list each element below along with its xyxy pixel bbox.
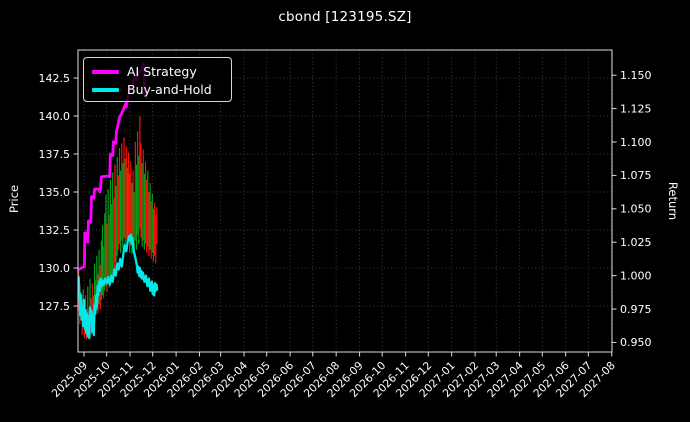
right-axis-label: Return (666, 181, 680, 221)
return-tick-label: 1.100 (620, 136, 652, 149)
price-tick-label: 140.0 (39, 110, 71, 123)
legend-label: Buy-and-Hold (127, 82, 212, 97)
return-tick-label: 1.000 (620, 269, 652, 282)
buy-and-hold-line (77, 233, 159, 340)
legend-entry-ai-strategy: AI Strategy (92, 63, 231, 81)
ai-strategy-line-swatch (92, 70, 119, 74)
return-tick-label: 1.125 (620, 102, 652, 115)
price-tick-label: 127.5 (39, 300, 71, 313)
legend-entry-buy-and-hold: Buy-and-Hold (92, 81, 231, 99)
return-tick-label: 0.975 (620, 303, 652, 316)
return-tick-label: 0.950 (620, 336, 652, 349)
return-tick-label: 1.050 (620, 203, 652, 216)
chart-title: cbond [123195.SZ] (278, 9, 412, 25)
return-tick-label: 1.025 (620, 236, 652, 249)
buy-and-hold-line-swatch (92, 88, 119, 92)
left-axis-label: Price (7, 184, 21, 214)
price-tick-label: 137.5 (39, 148, 71, 161)
return-tick-label: 1.075 (620, 169, 652, 182)
legend-label: AI Strategy (127, 64, 197, 79)
plot-border (77, 49, 613, 353)
price-tick-label: 135.0 (39, 186, 71, 199)
price-tick-label: 132.5 (39, 224, 71, 237)
price-tick-label: 142.5 (39, 72, 71, 85)
return-tick-label: 1.150 (620, 69, 652, 82)
chart-legend: AI Strategy Buy-and-Hold (83, 57, 232, 102)
price-tick-label: 130.0 (39, 262, 71, 275)
